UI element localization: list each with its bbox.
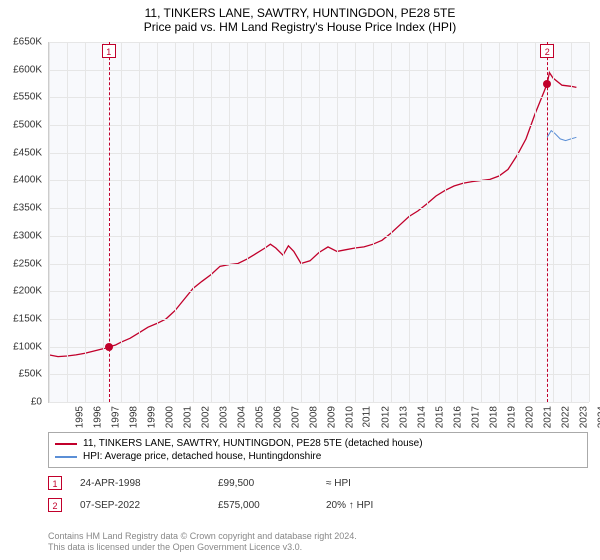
legend-item: HPI: Average price, detached house, Hunt… <box>55 450 581 463</box>
x-axis-label: 2022 <box>560 406 571 428</box>
legend-item: 11, TINKERS LANE, SAWTRY, HUNTINGDON, PE… <box>55 437 581 450</box>
x-axis-label: 2014 <box>416 406 427 428</box>
x-axis-label: 2020 <box>524 406 535 428</box>
x-axis-label: 2023 <box>578 406 589 428</box>
x-axis-label: 2002 <box>200 406 211 428</box>
sale-index-box: 2 <box>48 498 62 512</box>
sale-date: 24-APR-1998 <box>80 478 200 489</box>
y-axis-label: £500K <box>13 120 42 131</box>
sale-marker-box: 2 <box>540 44 554 58</box>
sale-dot <box>105 343 113 351</box>
x-axis-label: 2019 <box>506 406 517 428</box>
sale-row: 1 24-APR-1998 £99,500 ≈ HPI <box>48 472 588 494</box>
sale-date: 07-SEP-2022 <box>80 500 200 511</box>
x-axis-label: 1997 <box>110 406 121 428</box>
footer-line2: This data is licensed under the Open Gov… <box>48 542 588 554</box>
x-axis-label: 2011 <box>362 406 373 428</box>
y-axis-label: £300K <box>13 230 42 241</box>
x-axis-label: 2013 <box>398 406 409 428</box>
x-axis-label: 2003 <box>218 406 229 428</box>
sales-table: 1 24-APR-1998 £99,500 ≈ HPI 2 07-SEP-2022 £575… <box>48 472 588 516</box>
legend-label: HPI: Average price, detached house, Hunt… <box>83 451 321 462</box>
sale-relative: 20% ↑ HPI <box>326 500 416 511</box>
x-axis-label: 2000 <box>164 406 175 428</box>
y-axis-label: £50K <box>19 369 42 380</box>
chart-title: 11, TINKERS LANE, SAWTRY, HUNTINGDON, PE… <box>0 0 600 20</box>
y-axis-label: £250K <box>13 258 42 269</box>
x-axis-label: 2017 <box>470 406 481 428</box>
legend: 11, TINKERS LANE, SAWTRY, HUNTINGDON, PE… <box>48 432 588 468</box>
x-axis-label: 2016 <box>452 406 463 428</box>
y-axis-label: £0 <box>31 397 42 408</box>
y-axis-label: £100K <box>13 341 42 352</box>
series-hpi <box>547 131 576 141</box>
chart-subtitle: Price paid vs. HM Land Registry's House … <box>0 20 600 38</box>
sale-price: £99,500 <box>218 478 308 489</box>
x-axis-label: 2009 <box>326 406 337 428</box>
x-axis-label: 2004 <box>236 406 247 428</box>
sale-price: £575,000 <box>218 500 308 511</box>
y-axis-label: £550K <box>13 92 42 103</box>
plot-area: 12 <box>48 42 589 403</box>
x-axis-label: 1999 <box>146 406 157 428</box>
x-axis-label: 2005 <box>254 406 265 428</box>
x-axis-label: 2018 <box>488 406 499 428</box>
x-axis-label: 2001 <box>182 406 193 428</box>
footer: Contains HM Land Registry data © Crown c… <box>48 531 588 554</box>
footer-line1: Contains HM Land Registry data © Crown c… <box>48 531 588 543</box>
y-axis-label: £450K <box>13 147 42 158</box>
x-axis-label: 2021 <box>542 406 553 428</box>
legend-swatch <box>55 443 77 445</box>
x-axis-label: 2006 <box>272 406 283 428</box>
sale-marker-line <box>547 42 548 402</box>
x-axis-label: 1995 <box>74 406 85 428</box>
x-axis-label: 1998 <box>128 406 139 428</box>
sale-marker-box: 1 <box>102 44 116 58</box>
x-axis-label: 2010 <box>344 406 355 428</box>
plot-wrap: 12 £0£50K£100K£150K£200K£250K£300K£350K£… <box>48 42 588 402</box>
x-axis-label: 2008 <box>308 406 319 428</box>
sale-relative: ≈ HPI <box>326 478 416 489</box>
sale-row: 2 07-SEP-2022 £575,000 20% ↑ HPI <box>48 494 588 516</box>
sale-dot <box>543 80 551 88</box>
y-axis-label: £200K <box>13 286 42 297</box>
sale-index-box: 1 <box>48 476 62 490</box>
x-axis-label: 2024 <box>596 406 600 428</box>
legend-label: 11, TINKERS LANE, SAWTRY, HUNTINGDON, PE… <box>83 438 423 449</box>
y-axis-label: £600K <box>13 64 42 75</box>
x-axis-label: 1996 <box>92 406 103 428</box>
y-axis-label: £650K <box>13 37 42 48</box>
series-property <box>49 73 576 357</box>
x-axis-label: 2007 <box>290 406 301 428</box>
legend-swatch <box>55 456 77 458</box>
x-axis-label: 2015 <box>434 406 445 428</box>
y-axis-label: £400K <box>13 175 42 186</box>
x-axis-label: 2012 <box>380 406 391 428</box>
y-axis-label: £150K <box>13 313 42 324</box>
y-axis-label: £350K <box>13 203 42 214</box>
